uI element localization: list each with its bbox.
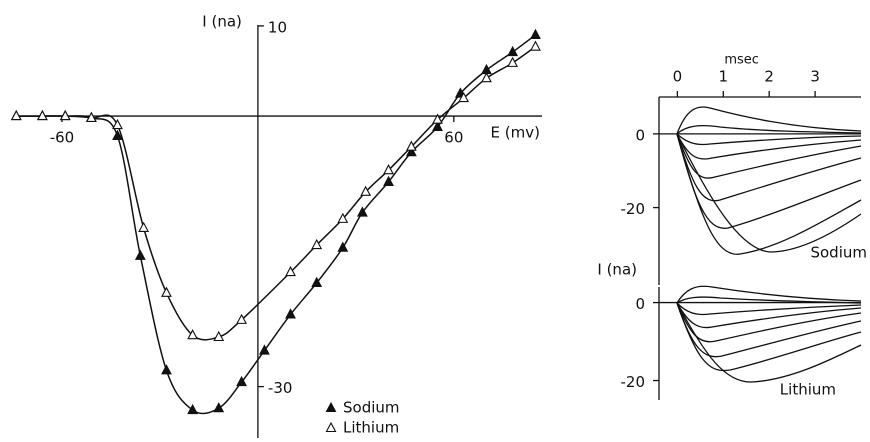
current-trace bbox=[676, 302, 862, 358]
data-point bbox=[259, 344, 270, 355]
data-point bbox=[85, 111, 97, 122]
lithium-traces bbox=[676, 285, 862, 383]
data-point bbox=[112, 118, 123, 130]
data-point bbox=[213, 330, 225, 342]
data-point bbox=[36, 109, 48, 121]
data-point bbox=[59, 109, 71, 121]
data-point bbox=[507, 56, 519, 67]
data-point bbox=[285, 265, 296, 277]
current-trace bbox=[676, 133, 862, 179]
current-trace bbox=[676, 302, 862, 316]
data-point bbox=[458, 91, 470, 103]
y-axis-label: I (na) bbox=[597, 261, 637, 279]
legend-marker bbox=[325, 401, 337, 413]
current-trace bbox=[676, 133, 862, 253]
y-tick-label: 0 bbox=[635, 295, 645, 313]
data-point bbox=[187, 329, 199, 340]
current-trace bbox=[676, 133, 862, 160]
data-point bbox=[405, 145, 417, 157]
data-point bbox=[236, 375, 247, 387]
y-tick-label: 0 bbox=[635, 126, 645, 144]
data-point bbox=[360, 185, 372, 196]
data-point bbox=[10, 109, 22, 121]
data-point bbox=[432, 113, 443, 124]
sodium-traces bbox=[676, 106, 862, 255]
panel-label: Sodium bbox=[810, 244, 867, 262]
series-curve bbox=[16, 46, 536, 341]
current-trace bbox=[676, 302, 862, 372]
data-point bbox=[213, 402, 225, 413]
data-point bbox=[337, 241, 349, 252]
data-point bbox=[311, 276, 323, 287]
data-point bbox=[161, 286, 172, 297]
data-point bbox=[187, 403, 199, 415]
y-tick-label: -30 bbox=[268, 379, 293, 397]
data-point bbox=[138, 221, 150, 232]
data-point bbox=[134, 249, 146, 260]
x-tick-label: -60 bbox=[50, 129, 75, 147]
current-trace bbox=[676, 125, 862, 135]
x-tick-label: 3 bbox=[810, 68, 820, 86]
current-trace bbox=[676, 133, 862, 202]
data-point bbox=[285, 308, 296, 319]
current-trace bbox=[676, 302, 862, 329]
legend-label: Lithium bbox=[343, 419, 399, 437]
x-axis-label: E (mv) bbox=[491, 124, 540, 142]
data-point bbox=[112, 129, 123, 140]
data-point bbox=[530, 28, 541, 39]
data-point bbox=[236, 313, 247, 324]
x-tick-label: 1 bbox=[718, 68, 728, 86]
y-axis-label: I (na) bbox=[202, 13, 242, 31]
current-trace bbox=[676, 302, 862, 343]
y-tick-label: -20 bbox=[621, 200, 646, 218]
data-point bbox=[383, 164, 394, 175]
y-tick-label: 10 bbox=[268, 18, 287, 36]
x-tick-label: 2 bbox=[764, 68, 774, 86]
data-point bbox=[383, 175, 394, 186]
current-trace bbox=[676, 302, 862, 383]
x-axis-label: msec bbox=[724, 53, 759, 68]
data-point bbox=[405, 140, 417, 151]
x-tick-label: 0 bbox=[673, 68, 683, 86]
data-point bbox=[481, 72, 492, 83]
current-trace bbox=[676, 133, 862, 146]
y-tick-label: -20 bbox=[621, 373, 646, 391]
current-trace bbox=[676, 133, 862, 255]
data-point bbox=[311, 238, 323, 250]
series-curve bbox=[16, 34, 536, 415]
current-trace bbox=[676, 133, 862, 229]
current-trace bbox=[676, 106, 862, 135]
current-trace bbox=[676, 285, 862, 304]
x-tick-label: 60 bbox=[444, 129, 463, 147]
data-point bbox=[337, 212, 349, 223]
data-point bbox=[432, 120, 443, 131]
data-point bbox=[507, 45, 519, 57]
data-point bbox=[161, 364, 172, 375]
panel-label: Lithium bbox=[780, 381, 836, 399]
legend-marker bbox=[325, 421, 337, 433]
data-point bbox=[356, 206, 368, 217]
legend-label: Sodium bbox=[343, 399, 400, 417]
data-point bbox=[530, 40, 541, 51]
